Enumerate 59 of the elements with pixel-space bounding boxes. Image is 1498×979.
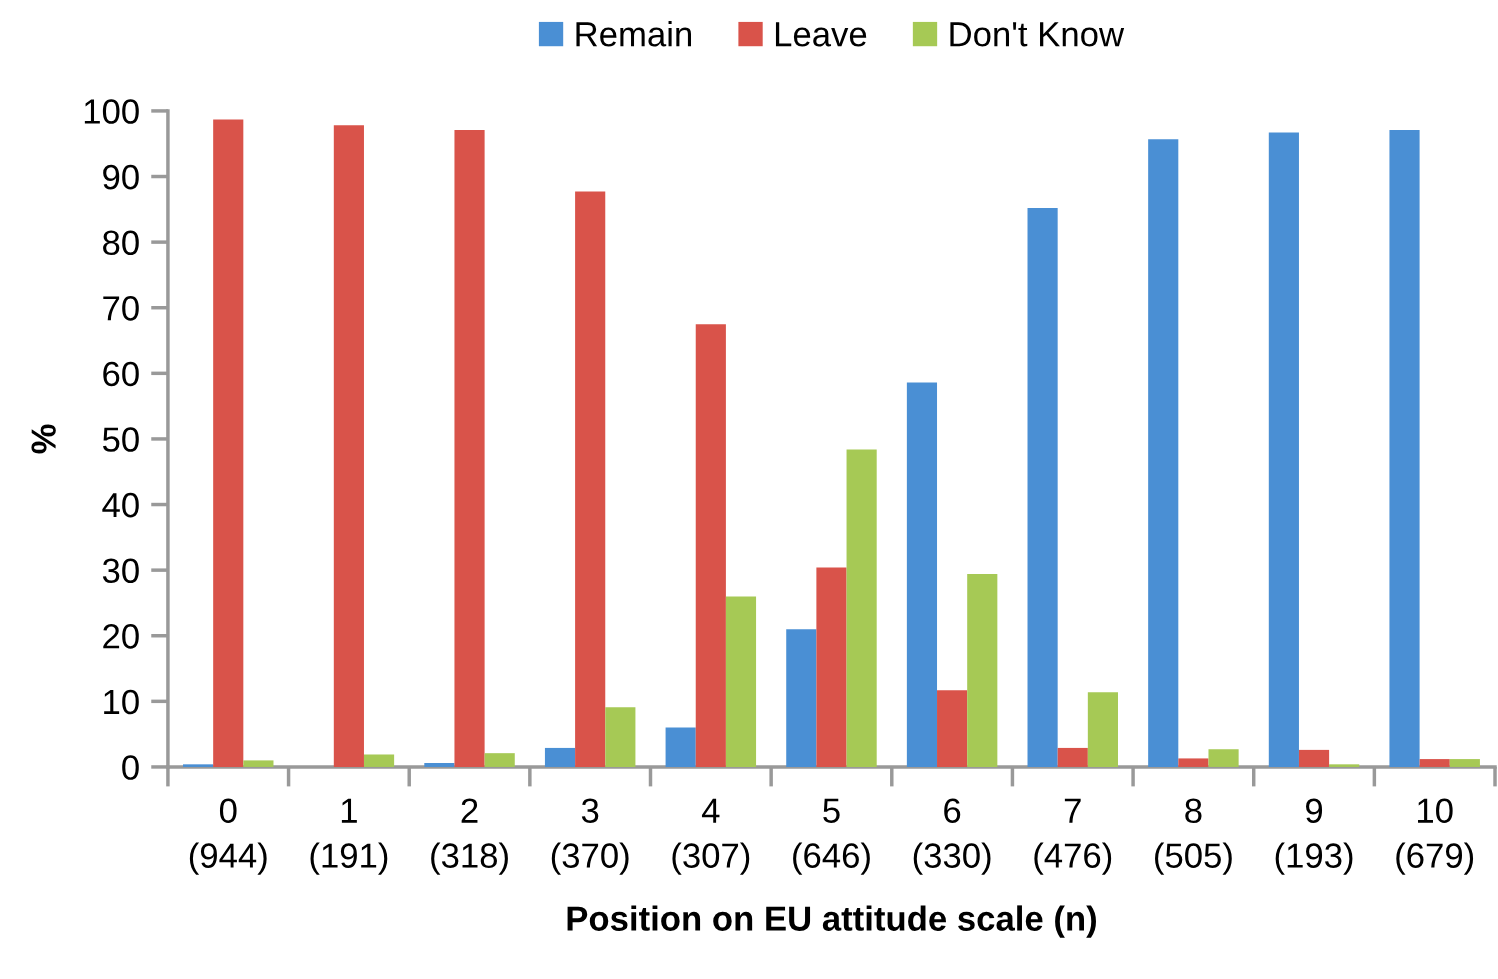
y-tick-label: 60 xyxy=(103,361,139,387)
bar xyxy=(1208,749,1239,767)
bar xyxy=(1087,692,1118,767)
bar xyxy=(1449,759,1480,767)
bar xyxy=(1027,208,1058,767)
bar xyxy=(695,324,726,767)
bar xyxy=(1419,759,1450,767)
bar xyxy=(213,119,244,767)
bar xyxy=(424,763,455,767)
x-tick-label: 3 (370) xyxy=(551,798,629,875)
y-tick-label: 20 xyxy=(103,624,139,649)
bar xyxy=(786,629,817,767)
y-tick-label: 90 xyxy=(103,164,139,190)
y-tick-label: 40 xyxy=(102,492,139,518)
bar xyxy=(454,129,485,767)
bar xyxy=(816,567,847,767)
bar xyxy=(575,191,606,767)
bar xyxy=(1298,749,1330,767)
x-tick-label: 5 (646) xyxy=(793,798,870,875)
bar xyxy=(665,727,696,767)
bar xyxy=(243,760,274,767)
bar xyxy=(846,449,877,767)
y-tick-label: 100 xyxy=(84,99,139,124)
bar xyxy=(605,707,636,767)
x-tick-label: 0 (944) xyxy=(189,798,267,875)
bar xyxy=(937,690,968,767)
bar xyxy=(1389,129,1420,767)
x-tick-label: 4 (307) xyxy=(672,798,750,875)
legend-label: Leave xyxy=(775,22,867,47)
y-tick-label: 70 xyxy=(103,296,139,321)
x-tick-label: 10 (679) xyxy=(1396,798,1474,875)
bar xyxy=(183,764,214,767)
y-axis-title: % xyxy=(31,424,56,454)
x-tick-label: 6 (330) xyxy=(913,798,991,875)
bar xyxy=(1057,747,1088,767)
x-tick-label: 8 (505) xyxy=(1155,798,1232,875)
y-tick-label: 0 xyxy=(122,755,139,780)
bar xyxy=(333,125,364,767)
bar xyxy=(906,382,938,767)
bar xyxy=(1148,139,1179,767)
bar xyxy=(363,754,395,767)
x-tick-label: 7 (476) xyxy=(1034,798,1112,875)
x-tick-label: 1 (191) xyxy=(310,798,388,875)
x-tick-label: 9 (193) xyxy=(1275,798,1353,875)
legend-label: Remain xyxy=(576,21,691,47)
x-tick-label: 2 (318) xyxy=(431,798,508,875)
bar xyxy=(1268,132,1299,767)
bar xyxy=(484,753,515,767)
y-tick-label: 80 xyxy=(103,230,139,256)
y-tick-label: 10 xyxy=(104,689,139,715)
bar xyxy=(1178,758,1209,767)
bar xyxy=(725,596,757,767)
legend-label: Don't Know xyxy=(950,22,1125,47)
bar xyxy=(544,747,576,767)
bar xyxy=(1329,764,1360,767)
x-axis-title: Position on EU attitude scale (n) xyxy=(567,905,1096,938)
y-tick-label: 30 xyxy=(102,558,139,584)
y-tick-label: 50 xyxy=(102,427,139,452)
bar xyxy=(967,574,998,767)
